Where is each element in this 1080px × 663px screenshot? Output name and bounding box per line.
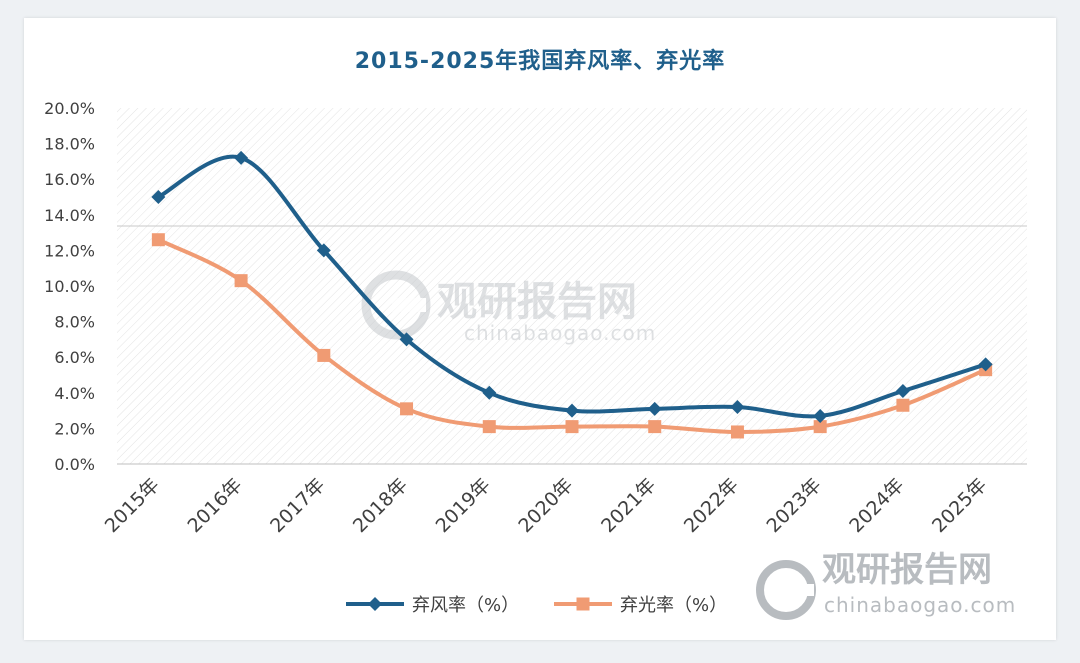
- corner-logo-icon: [756, 560, 816, 620]
- chart-card: 2015-2025年我国弃风率、弃光率 观研报告网 chinabaogao.co…: [24, 18, 1056, 640]
- y-tick-label: 4.0%: [54, 384, 95, 403]
- x-tick-label: 2025年: [928, 474, 991, 537]
- corner-watermark-brand: 观研报告网: [822, 550, 992, 590]
- y-tick-label: 0.0%: [54, 455, 95, 474]
- legend: 弃风率（%） 弃光率（%）: [346, 595, 727, 616]
- x-tick-label: 2017年: [266, 474, 329, 537]
- data-point: [647, 401, 662, 416]
- y-tick-label: 20.0%: [44, 99, 95, 118]
- data-point: [895, 384, 910, 399]
- data-point: [151, 190, 166, 204]
- x-axis: 2015年 2016年 2017年 2018年 2019年 2020年 2021年 2022年…: [101, 463, 1027, 537]
- data-point: [234, 274, 248, 288]
- y-tick-label: 10.0%: [44, 277, 95, 296]
- legend-swatch-marker: [576, 597, 590, 611]
- chart-title: 2015-2025年我国弃风率、弃光率: [355, 48, 726, 74]
- line-chart: 2015-2025年我国弃风率、弃光率 观研报告网 chinabaogao.co…: [44, 48, 1027, 620]
- watermark: 观研报告网 chinabaogao.com: [361, 270, 656, 345]
- x-tick-label: 2021年: [597, 474, 660, 537]
- corner-watermark: 观研报告网 chinabaogao.com: [756, 550, 1016, 620]
- data-point: [648, 420, 662, 434]
- data-point: [482, 385, 497, 400]
- y-tick-label: 18.0%: [44, 135, 95, 154]
- data-point: [400, 402, 414, 416]
- x-tick-label: 2015年: [101, 474, 164, 537]
- x-tick-label: 2024年: [845, 474, 908, 537]
- x-tick-label: 2020年: [514, 474, 577, 537]
- data-point: [317, 348, 331, 362]
- data-point: [234, 150, 249, 165]
- y-axis: 0.0% 2.0% 4.0% 6.0% 8.0% 10.0% 12.0% 14.0% 16.0%…: [44, 99, 95, 474]
- data-point: [730, 400, 745, 415]
- data-point: [896, 398, 910, 412]
- y-tick-label: 2.0%: [54, 419, 95, 438]
- data-point: [316, 243, 331, 258]
- data-point: [978, 357, 993, 372]
- legend-swatch-marker: [368, 597, 382, 611]
- y-tick-label: 12.0%: [44, 241, 95, 260]
- y-tick-label: 14.0%: [44, 206, 95, 225]
- data-point: [813, 408, 828, 423]
- series-wind-curtailment: [151, 150, 993, 423]
- y-tick-label: 8.0%: [54, 313, 95, 332]
- series-layer: [151, 150, 993, 439]
- y-tick-label: 16.0%: [44, 170, 95, 189]
- corner-watermark-url: chinabaogao.com: [824, 593, 1016, 617]
- y-tick-label: 6.0%: [54, 348, 95, 367]
- x-tick-label: 2023年: [763, 474, 826, 537]
- legend-label: 弃光率（%）: [620, 595, 727, 616]
- data-point: [565, 403, 579, 418]
- data-point: [730, 425, 744, 439]
- x-tick-label: 2016年: [183, 474, 246, 537]
- data-point: [482, 420, 496, 434]
- x-tick-label: 2018年: [349, 474, 412, 537]
- watermark-brand: 观研报告网: [437, 279, 637, 325]
- data-point: [565, 420, 579, 434]
- watermark-url: chinabaogao.com: [464, 321, 656, 345]
- series-solar-curtailment: [151, 233, 993, 439]
- x-tick-label: 2022年: [680, 474, 743, 537]
- data-point: [151, 233, 165, 247]
- series-line: [157, 154, 987, 419]
- x-tick-label: 2019年: [432, 474, 495, 537]
- data-point: [399, 332, 414, 347]
- data-point: [813, 420, 827, 434]
- watermark-logo-icon: [361, 270, 431, 340]
- legend-label: 弃风率（%）: [412, 595, 519, 616]
